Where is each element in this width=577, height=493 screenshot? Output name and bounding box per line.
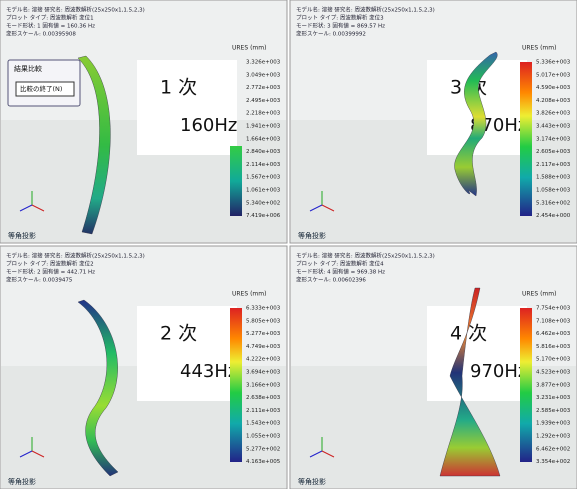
header-line: 変形スケール: 0.0039475 — [6, 276, 73, 284]
header-line: モデル名: 溶接 研究名: 周波数解析(25x250x1,1.5,2,3) — [296, 6, 435, 14]
legend-tick-label: 5.316e+002 — [536, 200, 570, 206]
legend-tick-label: 3.174e+003 — [536, 136, 571, 142]
mode-label-box — [137, 306, 237, 401]
header-line: モデル名: 溶接 研究名: 周波数解析(25x250x1,1.5,2,3) — [6, 6, 145, 14]
legend-tick-label: 1.061e+003 — [246, 188, 281, 194]
mode-frequency: 970Hz — [470, 361, 527, 382]
legend-tick-label: 1.939e+003 — [536, 421, 571, 427]
legend-tick-label: 5.277e+002 — [246, 446, 280, 452]
legend-tick-label: 1.588e+003 — [536, 175, 571, 181]
legend-tick-label: 7.754e+003 — [536, 306, 571, 312]
legend-tick-label: 1.567e+003 — [246, 175, 281, 181]
legend-tick-label: 7.108e+003 — [536, 318, 571, 324]
legend-tick-label: 5.336e+003 — [536, 60, 571, 66]
header-line: 変形スケール: 0.00602396 — [296, 276, 366, 284]
legend-tick-label: 4.749e+003 — [246, 344, 281, 350]
header-line: モデル名: 溶接 研究名: 周波数解析(25x250x1,1.5,2,3) — [6, 252, 145, 260]
legend-tick-label: 2.218e+003 — [246, 111, 281, 117]
header-line: プロット タイプ: 周波数解析 変位3 — [296, 14, 384, 22]
mode-label-box — [137, 60, 237, 155]
legend-tick-label: 4.590e+003 — [536, 85, 571, 91]
header-line: プロット タイプ: 周波数解析 変位2 — [6, 260, 94, 268]
mode-number: 1 次 — [160, 77, 197, 99]
legend-tick-label: 2.454e+000 — [536, 213, 571, 219]
legend-tick-label: 1.058e+003 — [536, 188, 571, 194]
legend-tick-label: 5.340e+002 — [246, 200, 280, 206]
legend-title: URES (mm) — [522, 291, 556, 298]
legend-tick-label: 3.231e+003 — [536, 395, 571, 401]
screenshot: モデル名: 溶接 研究名: 周波数解析(25x250x1,1.5,2,3)プロッ… — [0, 0, 577, 489]
result-panel: モデル名: 溶接 研究名: 周波数解析(25x250x1,1.5,2,3)プロッ… — [290, 0, 577, 243]
legend-tick-label: 2.111e+003 — [246, 408, 281, 414]
legend-tick-label: 5.170e+003 — [536, 357, 571, 363]
legend-tick-label: 5.805e+003 — [246, 318, 281, 324]
color-bar — [520, 308, 532, 462]
mode-label-box — [427, 306, 527, 401]
legend-tick-label: 3.354e+002 — [536, 459, 570, 465]
legend-tick-label: 3.694e+003 — [246, 370, 281, 376]
header-line: モード形状: 3 固有値 = 869.57 Hz — [296, 22, 385, 30]
legend-tick-label: 1.543e+003 — [246, 421, 281, 427]
dialog-button-label[interactable]: 比較の終了(N) — [20, 84, 62, 93]
legend-title: URES (mm) — [232, 45, 266, 52]
legend-tick-label: 2.605e+003 — [536, 149, 571, 155]
legend-tick-label: 1.664e+003 — [246, 136, 281, 142]
legend-title: URES (mm) — [232, 291, 266, 298]
header-line: モデル名: 溶接 研究名: 周波数解析(25x250x1,1.5,2,3) — [296, 252, 435, 260]
result-panel: モデル名: 溶接 研究名: 周波数解析(25x250x1,1.5,2,3)プロッ… — [0, 0, 287, 243]
mode-number: 2 次 — [160, 323, 197, 345]
color-bar — [230, 308, 242, 462]
header-line: プロット タイプ: 周波数解析 変位1 — [6, 14, 94, 22]
legend-tick-label: 2.117e+003 — [536, 162, 571, 168]
color-bar — [520, 62, 532, 216]
legend-tick-label: 3.049e+003 — [246, 72, 281, 78]
legend-tick-label: 5.816e+003 — [536, 344, 571, 350]
legend-tick-label: 4.523e+003 — [536, 370, 571, 376]
view-label: 等角投影 — [8, 231, 36, 240]
legend-tick-label: 3.326e+003 — [246, 60, 281, 66]
view-label: 等角投影 — [298, 231, 326, 240]
legend-tick-label: 5.277e+003 — [246, 331, 281, 337]
header-line: モード形状: 2 固有値 = 442.71 Hz — [6, 268, 95, 276]
legend-tick-label: 2.638e+003 — [246, 395, 281, 401]
legend-tick-label: 3.877e+003 — [536, 382, 571, 388]
legend-tick-label: 4.163e+005 — [246, 459, 281, 465]
header-line: 変形スケール: 0.00399992 — [296, 30, 366, 38]
legend-tick-label: 2.840e+003 — [246, 149, 281, 155]
legend-tick-label: 5.017e+003 — [536, 72, 571, 78]
legend-tick-label: 1.292e+003 — [536, 434, 571, 440]
result-panel: モデル名: 溶接 研究名: 周波数解析(25x250x1,1.5,2,3)プロッ… — [0, 246, 287, 489]
header-line: 変形スケール: 0.00395908 — [6, 30, 76, 38]
legend-tick-label: 6.333e+003 — [246, 306, 281, 312]
view-label: 等角投影 — [8, 477, 36, 486]
legend-tick-label: 4.222e+003 — [246, 357, 281, 363]
header-line: プロット タイプ: 周波数解析 変位4 — [296, 260, 384, 268]
legend-tick-label: 6.462e+002 — [536, 446, 570, 452]
legend-tick-label: 3.166e+003 — [246, 382, 281, 388]
legend-tick-label: 4.208e+003 — [536, 98, 571, 104]
legend-tick-label: 7.419e+006 — [246, 213, 281, 219]
legend-tick-label: 1.941e+003 — [246, 124, 281, 130]
color-bar — [230, 146, 242, 216]
mode-frequency: 160Hz — [180, 115, 237, 136]
mode-frequency: 443Hz — [180, 361, 237, 382]
legend-tick-label: 1.055e+003 — [246, 434, 281, 440]
legend-tick-label: 2.772e+003 — [246, 85, 281, 91]
header-line: モード形状: 1 固有値 = 160.36 Hz — [6, 22, 95, 30]
legend-tick-label: 3.443e+003 — [536, 124, 571, 130]
result-panel: モデル名: 溶接 研究名: 周波数解析(25x250x1,1.5,2,3)プロッ… — [290, 246, 577, 489]
legend-tick-label: 2.585e+003 — [536, 408, 571, 414]
legend-tick-label: 2.114e+003 — [246, 162, 281, 168]
dialog-title: 結果比較 — [14, 64, 42, 73]
legend-tick-label: 6.462e+003 — [536, 331, 571, 337]
legend-tick-label: 3.826e+003 — [536, 111, 571, 117]
legend-title: URES (mm) — [522, 45, 556, 52]
legend-tick-label: 2.495e+003 — [246, 98, 281, 104]
view-label: 等角投影 — [298, 477, 326, 486]
header-line: モード形状: 4 固有値 = 969.38 Hz — [296, 268, 385, 276]
